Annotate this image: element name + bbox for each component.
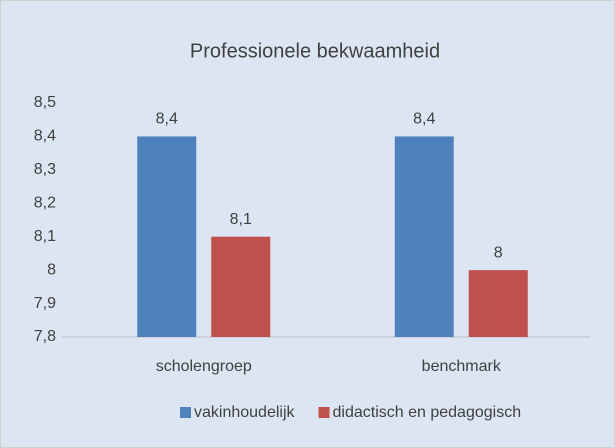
y-tick-label: 8,4 <box>34 128 56 145</box>
x-tick-label: scholengroep <box>156 358 252 375</box>
legend-swatch <box>318 407 330 418</box>
data-label: 8,4 <box>156 111 178 128</box>
legend-label: didactisch en pedagogisch <box>333 404 522 421</box>
y-tick-label: 7,8 <box>34 328 56 345</box>
y-tick-label: 8,1 <box>34 228 56 245</box>
legend-swatch <box>180 407 191 418</box>
bar <box>394 136 454 337</box>
bar <box>468 270 528 337</box>
x-tick-label: benchmark <box>422 358 502 375</box>
y-tick-label: 7,9 <box>34 295 56 312</box>
chart-title: Professionele bekwaamheid <box>190 40 440 62</box>
y-tick-label: 8,5 <box>34 94 56 111</box>
bar <box>137 136 197 337</box>
y-tick-label: 8,2 <box>34 195 56 212</box>
data-label: 8,4 <box>413 111 435 128</box>
data-label: 8 <box>494 244 503 261</box>
y-tick-label: 8,3 <box>34 161 56 178</box>
y-tick-label: 8 <box>47 261 56 278</box>
data-label: 8,1 <box>230 211 252 228</box>
legend-label: vakinhoudelijk <box>194 404 296 421</box>
bar <box>211 236 271 337</box>
